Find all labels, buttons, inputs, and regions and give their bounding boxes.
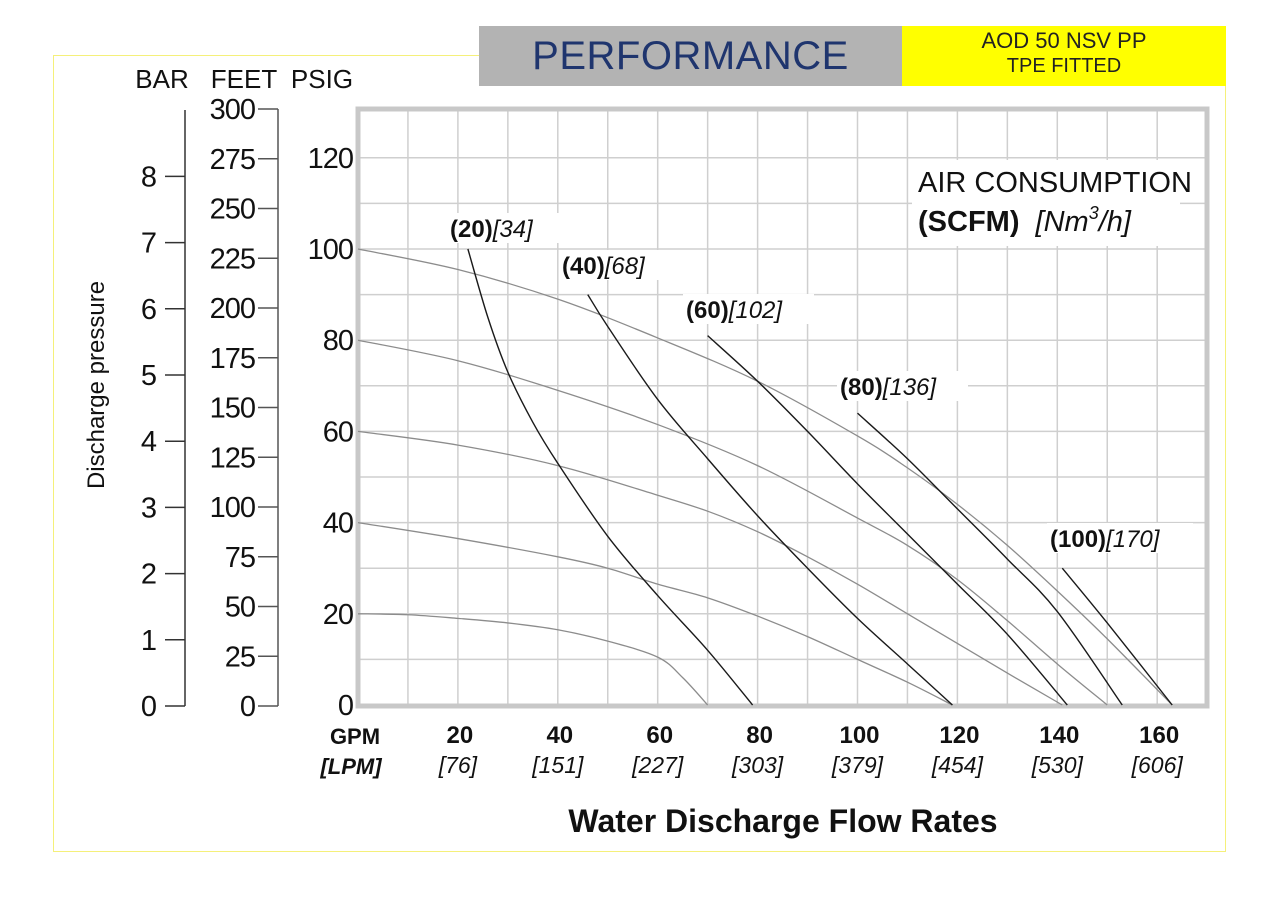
air-curve-label: (100)[170]	[1050, 526, 1161, 553]
air-curve-label: (20)[34]	[450, 216, 534, 243]
air-curve-label-bg	[1047, 523, 1193, 553]
air-curve-nm3h: [102]	[728, 297, 784, 324]
x-unit-gpm: GPM	[330, 724, 380, 749]
model-variant: TPE FITTED	[1006, 55, 1122, 77]
air-curve-label-bg	[683, 294, 814, 324]
bar-tick-label: 1	[141, 625, 157, 657]
feet-tick-label: 300	[210, 94, 255, 126]
bar-tick-label: 3	[141, 492, 157, 524]
air-consumption-curve	[467, 248, 754, 706]
psig-tick-label: 20	[323, 599, 353, 631]
bar-tick-label: 0	[141, 691, 157, 723]
feet-tick-label: 125	[210, 442, 255, 474]
psig-unit-label: PSIG	[291, 64, 353, 94]
x-tick-label-gpm: 20	[447, 722, 474, 749]
air-curve-scfm: (40)	[562, 253, 605, 280]
air-curve-scfm: (60)	[686, 297, 729, 324]
legend-units: (SCFM) [Nm3/h]	[918, 203, 1132, 238]
x-tick-label-lpm: [227]	[631, 752, 684, 778]
model-badge: AOD 50 NSV PP TPE FITTED	[902, 26, 1226, 86]
y-axis-title: Discharge pressure	[83, 281, 110, 489]
psig-tick-label: 120	[308, 143, 353, 175]
feet-tick-label: 175	[210, 343, 255, 375]
bar-tick-label: 6	[141, 294, 157, 326]
x-tick-label-gpm: 40	[546, 722, 573, 749]
feet-tick-label: 100	[210, 492, 255, 524]
air-curve-nm3h: [68]	[604, 253, 646, 280]
pressure-curve	[357, 248, 1173, 706]
bar-tick-label: 4	[141, 426, 157, 458]
air-consumption-curve	[857, 412, 1123, 706]
feet-tick-label: 200	[210, 293, 255, 325]
x-tick-label-lpm: [303]	[731, 752, 784, 778]
tick-labels: 0204060801001200255075100125150175200225…	[141, 94, 1184, 778]
feet-tick-label: 225	[210, 243, 255, 275]
feet-tick-label: 0	[240, 691, 255, 723]
legend-title: AIR CONSUMPTION	[918, 167, 1192, 199]
air-curve-nm3h: [136]	[882, 374, 938, 401]
air-consumption-curve	[587, 294, 953, 706]
legend-scfm: (SCFM)	[918, 206, 1019, 238]
feet-tick-label: 250	[210, 194, 255, 226]
feet-tick-label: 25	[225, 641, 255, 673]
air-consumption-curve	[707, 335, 1068, 706]
pressure-curve	[357, 521, 953, 706]
feet-tick-label: 150	[210, 393, 255, 425]
air-curve-scfm: (100)	[1050, 526, 1106, 553]
air-curve-nm3h: [170]	[1105, 526, 1161, 553]
legend-nm3h-post: /h]	[1097, 206, 1132, 238]
psig-tick-label: 100	[308, 234, 353, 266]
psig-tick-label: 40	[323, 508, 353, 540]
x-tick-label-gpm: 160	[1139, 722, 1179, 749]
feet-tick-label: 75	[225, 542, 255, 574]
x-tick-label-lpm: [454]	[931, 752, 984, 778]
legend-nm3h-sup: 3	[1089, 203, 1099, 223]
x-tick-label-gpm: 120	[939, 722, 979, 749]
bar-tick-label: 7	[141, 228, 157, 260]
psig-tick-label: 80	[323, 325, 353, 357]
legend: AIR CONSUMPTION (SCFM) [Nm3/h]	[912, 160, 1192, 246]
air-curve-label-bg	[447, 213, 565, 243]
air-consumption-curve	[1061, 567, 1173, 706]
air-curve-label-bg	[837, 371, 968, 401]
air-curve-label: (40)[68]	[562, 253, 646, 280]
x-unit-lpm: [LPM]	[319, 754, 382, 779]
air-consumption-curves: (20)[34](40)[68](60)[102](80)[136](100)[…	[447, 213, 1193, 706]
x-tick-label-gpm: 60	[646, 722, 673, 749]
air-curve-label-bg	[559, 250, 677, 280]
psig-tick-label: 60	[323, 416, 353, 448]
feet-tick-label: 50	[225, 592, 255, 624]
x-tick-label-gpm: 100	[839, 722, 879, 749]
x-tick-label-lpm: [379]	[831, 752, 884, 778]
page-title: PERFORMANCE	[532, 33, 849, 78]
axes: BAR FEET PSIG Discharge pressure GPM [LP…	[83, 64, 998, 839]
air-curve-nm3h: [34]	[492, 216, 534, 243]
x-tick-label-gpm: 80	[746, 722, 773, 749]
x-tick-label-gpm: 140	[1039, 722, 1079, 749]
x-tick-label-lpm: [606]	[1131, 752, 1184, 778]
x-tick-label-lpm: [76]	[438, 752, 478, 778]
psig-tick-label: 0	[338, 690, 353, 722]
feet-tick-label: 275	[210, 144, 255, 176]
plot-frame	[355, 106, 1210, 709]
pressure-curve	[357, 430, 1063, 706]
air-curve-scfm: (80)	[840, 374, 883, 401]
bar-tick-label: 5	[141, 360, 157, 392]
air-curve-label: (80)[136]	[840, 374, 937, 401]
title-bar: PERFORMANCE	[479, 26, 902, 86]
x-tick-label-lpm: [530]	[1031, 752, 1084, 778]
feet-unit-label: FEET	[211, 64, 278, 94]
x-axis-title: Water Discharge Flow Rates	[568, 803, 997, 839]
bar-unit-label: BAR	[135, 64, 188, 94]
air-curve-scfm: (20)	[450, 216, 493, 243]
bar-tick-label: 8	[141, 161, 157, 193]
pressure-curve	[357, 613, 709, 706]
x-tick-label-lpm: [151]	[531, 752, 584, 778]
air-curve-label: (60)[102]	[686, 297, 783, 324]
legend-nm3h-pre: [Nm	[1035, 206, 1089, 238]
bar-tick-label: 2	[141, 559, 157, 591]
model-name: AOD 50 NSV PP	[981, 28, 1147, 53]
